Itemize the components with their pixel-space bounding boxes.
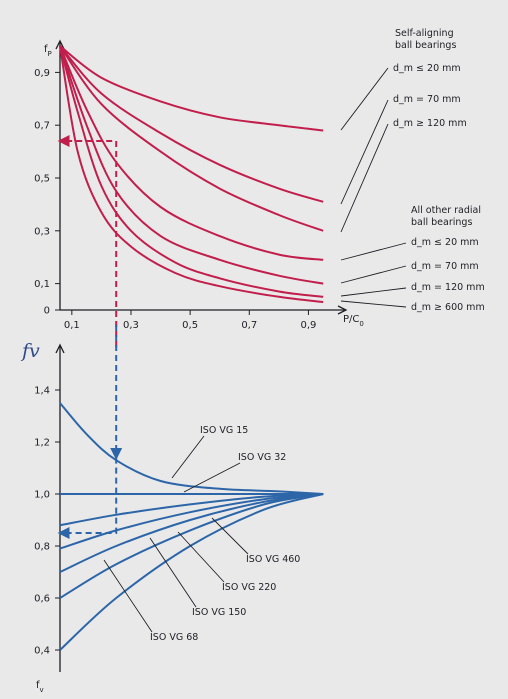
top-curve-4 [59, 45, 324, 261]
bottom-axes [55, 343, 65, 672]
bottom-y-axis-label: fv [36, 680, 44, 694]
top-axes [55, 39, 348, 315]
top-y-axis-label: fP [44, 44, 52, 58]
or-120-label: d_m = 120 mm [411, 282, 485, 293]
bottom-curve-4 [59, 493, 324, 550]
bottom-curve-6 [59, 493, 324, 599]
top-annotations: Self-aligning ball bearings d_m ≤ 20 mm … [393, 28, 485, 313]
example-reading-paths [57, 135, 123, 539]
bottom-y-tick-label: 0,4 [34, 646, 50, 657]
top-example-path [57, 135, 118, 347]
group1-title-line1: Self-aligning [395, 28, 454, 39]
top-leader-lines [340, 67, 407, 308]
bottom-leader-lines [103, 435, 249, 633]
group1-title-line2: ball bearings [395, 40, 456, 51]
bottom-curve-3 [59, 493, 324, 527]
label-iso-vg-150: ISO VG 150 [192, 607, 246, 618]
handwritten-fv-label: fv [20, 340, 40, 362]
top-x-ticks: 0,1 0,3 0,5 0,7 0,9 [64, 310, 316, 331]
bottom-y-tick-label: 1,0 [34, 490, 50, 501]
label-iso-vg-32: ISO VG 32 [238, 452, 286, 463]
top-y-tick-label: 0,3 [34, 226, 50, 237]
top-y-tick-label: 0,9 [34, 68, 50, 79]
bottom-y-tick-label: 1,2 [34, 438, 50, 449]
group2-title-line2: ball bearings [411, 217, 472, 228]
top-y-tick-label: 0,7 [34, 121, 50, 132]
or-70-label: d_m = 70 mm [411, 261, 479, 272]
label-iso-vg-68: ISO VG 68 [150, 632, 198, 643]
label-iso-vg-15: ISO VG 15 [200, 425, 248, 436]
top-y-tick-label: 0 [44, 306, 50, 317]
sa-70-label: d_m = 70 mm [393, 94, 461, 105]
top-curve-3 [59, 45, 324, 232]
bottom-example-path [57, 457, 118, 539]
bottom-series-labels: ISO VG 15 ISO VG 32 ISO VG 460 ISO VG 22… [150, 425, 300, 643]
bottom-y-tick-label: 1,4 [34, 386, 50, 397]
label-iso-vg-460: ISO VG 460 [246, 554, 300, 565]
top-curve-2 [59, 45, 324, 203]
label-iso-vg-220: ISO VG 220 [222, 582, 276, 593]
top-x-tick-label: 0,1 [64, 320, 80, 331]
or-20-label: d_m ≤ 20 mm [411, 237, 479, 248]
bottom-y-tick-label: 0,6 [34, 594, 50, 605]
bottom-curve-1 [59, 402, 324, 495]
sa-120-label: d_m ≥ 120 mm [393, 118, 467, 129]
or-600-label: d_m ≥ 600 mm [411, 302, 485, 313]
bottom-curves [59, 402, 324, 651]
bottom-curve-7 [59, 493, 324, 651]
top-y-ticks: 0 0,1 0,3 0,5 0,7 0,9 [34, 68, 60, 317]
top-curve-5 [59, 45, 324, 285]
top-curve-7 [59, 45, 324, 304]
top-x-axis-label: P/C0 [343, 314, 364, 328]
bottom-chart: fv fv 0,4 0,6 0,8 1,0 1,2 1,4 ISO VG 15 ISO V… [20, 340, 324, 694]
top-y-tick-label: 0,5 [34, 174, 50, 185]
top-x-tick-label: 0,9 [300, 320, 316, 331]
top-curves [59, 45, 324, 304]
top-chart: fP P/C0 0 0,1 0,3 0,5 0,7 0,9 0,1 0,3 0,5 0,7 0,9… [34, 28, 485, 331]
sa-20-label: d_m ≤ 20 mm [393, 63, 461, 74]
bottom-y-ticks: 0,4 0,6 0,8 1,0 1,2 1,4 [34, 386, 60, 657]
top-curve-6 [59, 45, 324, 298]
top-y-tick-label: 0,1 [34, 279, 50, 290]
top-curve-1 [59, 45, 324, 132]
group2-title-line1: All other radial [411, 205, 481, 216]
top-x-tick-label: 0,7 [241, 320, 257, 331]
top-x-tick-label: 0,5 [182, 320, 198, 331]
bottom-y-tick-label: 0,8 [34, 542, 50, 553]
bottom-curve-5 [59, 493, 324, 573]
top-x-tick-label: 0,3 [123, 320, 139, 331]
